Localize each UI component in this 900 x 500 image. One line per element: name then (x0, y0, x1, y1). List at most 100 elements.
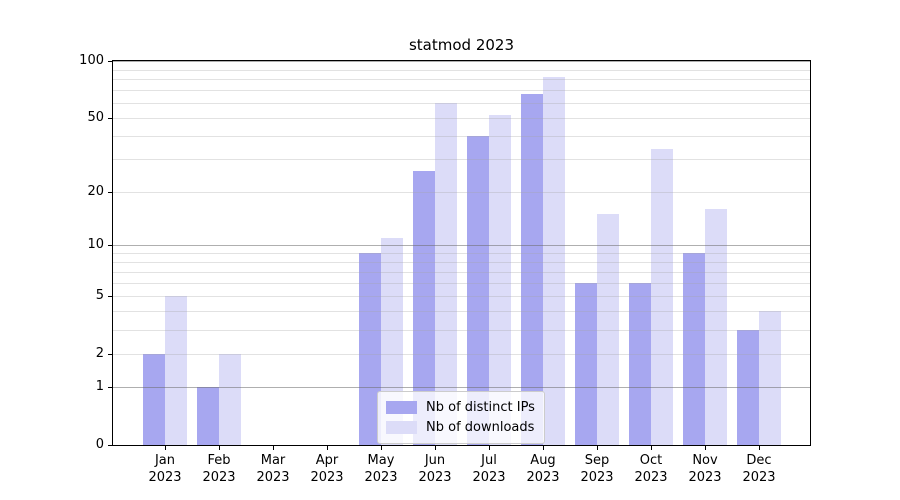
y-tick-mark-100 (108, 61, 112, 62)
y-tick-mark-1 (108, 387, 112, 388)
legend-item-downloads: Nb of downloads (386, 417, 535, 437)
x-tick-mark-may (381, 446, 382, 450)
legend-label-distinct-ips: Nb of distinct IPs (426, 399, 535, 415)
month-label: Aug (530, 453, 556, 468)
bar-oct-downloads (651, 149, 673, 445)
month-label: Mar (260, 453, 286, 468)
y-tick-mark-10 (108, 245, 112, 246)
x-tick-mark-sep (597, 446, 598, 450)
bar-sep-downloads (597, 214, 619, 445)
bar-jan-downloads (165, 296, 187, 445)
bar-jun-downloads (435, 103, 457, 445)
legend-label-downloads: Nb of downloads (426, 419, 535, 435)
month-label: Jan (154, 453, 176, 468)
x-tick-mark-jan (165, 446, 166, 450)
year-label: 2023 (148, 470, 182, 485)
x-tick-mark-feb (219, 446, 220, 450)
gridline-80 (113, 79, 810, 80)
gridline-70 (113, 90, 810, 91)
y-tick-label-1: 1 (95, 379, 104, 394)
year-label: 2023 (202, 470, 236, 485)
plot-area: Nb of distinct IPs Nb of downloads (112, 60, 811, 446)
x-tick-label-jul: Jul 2023 (461, 452, 517, 486)
x-tick-label-oct: Oct 2023 (623, 452, 679, 486)
x-tick-label-jun: Jun 2023 (407, 452, 463, 486)
month-label: Apr (315, 453, 339, 468)
month-label: May (367, 453, 395, 468)
legend-swatch-downloads (386, 420, 417, 434)
x-tick-mark-jul (489, 446, 490, 450)
y-tick-mark-20 (108, 192, 112, 193)
bar-nov-distinct-ips (683, 253, 705, 445)
bar-dec-downloads (759, 311, 781, 445)
month-label: Dec (746, 453, 772, 468)
x-tick-label-apr: Apr 2023 (299, 452, 355, 486)
bar-jul-distinct-ips (467, 136, 489, 445)
year-label: 2023 (418, 470, 452, 485)
year-label: 2023 (472, 470, 506, 485)
y-tick-label-5: 5 (95, 288, 104, 303)
bar-aug-distinct-ips (521, 94, 543, 445)
y-tick-label-2: 2 (95, 346, 104, 361)
x-tick-label-may: May 2023 (353, 452, 409, 486)
y-tick-label-50: 50 (87, 110, 104, 125)
y-tick-mark-5 (108, 296, 112, 297)
gridline-40 (113, 136, 810, 137)
x-tick-label-mar: Mar 2023 (245, 452, 301, 486)
gridline-50 (113, 118, 810, 119)
year-label: 2023 (742, 470, 776, 485)
bar-jun-distinct-ips (413, 171, 435, 445)
x-tick-label-nov: Nov 2023 (677, 452, 733, 486)
x-tick-mark-mar (273, 446, 274, 450)
y-tick-mark-2 (108, 354, 112, 355)
year-label: 2023 (580, 470, 614, 485)
x-tick-mark-aug (543, 446, 544, 450)
chart-title: statmod 2023 (408, 36, 515, 54)
bar-feb-distinct-ips (197, 387, 219, 445)
x-tick-label-jan: Jan 2023 (137, 452, 193, 486)
legend-swatch-distinct-ips (386, 400, 417, 414)
bar-feb-downloads (219, 354, 241, 445)
y-tick-label-10: 10 (87, 237, 104, 252)
x-tick-label-feb: Feb 2023 (191, 452, 247, 486)
y-tick-label-0: 0 (95, 437, 104, 452)
month-label: Sep (584, 453, 610, 468)
bar-oct-distinct-ips (629, 283, 651, 445)
gridline-100 (113, 61, 810, 62)
bar-jul-downloads (489, 115, 511, 445)
y-tick-mark-0 (108, 445, 112, 446)
year-label: 2023 (256, 470, 290, 485)
year-label: 2023 (688, 470, 722, 485)
bar-sep-distinct-ips (575, 283, 597, 445)
bar-nov-downloads (705, 209, 727, 445)
bar-may-distinct-ips (359, 253, 381, 445)
gridline-20 (113, 192, 810, 193)
x-tick-label-dec: Dec 2023 (731, 452, 787, 486)
month-label: Jul (481, 453, 497, 468)
x-tick-label-aug: Aug 2023 (515, 452, 571, 486)
month-label: Oct (639, 453, 663, 468)
gridline-60 (113, 103, 810, 104)
legend-item-distinct-ips: Nb of distinct IPs (386, 397, 535, 417)
y-tick-mark-50 (108, 118, 112, 119)
x-tick-mark-dec (759, 446, 760, 450)
x-tick-label-sep: Sep 2023 (569, 452, 625, 486)
year-label: 2023 (310, 470, 344, 485)
bar-jan-distinct-ips (143, 354, 165, 445)
x-tick-mark-jun (435, 446, 436, 450)
x-tick-mark-apr (327, 446, 328, 450)
y-tick-label-20: 20 (87, 184, 104, 199)
bar-dec-distinct-ips (737, 330, 759, 445)
month-label: Nov (692, 453, 718, 468)
gridline-90 (113, 70, 810, 71)
legend: Nb of distinct IPs Nb of downloads (377, 391, 545, 444)
bar-aug-downloads (543, 77, 565, 445)
year-label: 2023 (634, 470, 668, 485)
year-label: 2023 (526, 470, 560, 485)
x-tick-mark-oct (651, 446, 652, 450)
y-tick-label-100: 100 (79, 53, 104, 68)
gridline-30 (113, 159, 810, 160)
year-label: 2023 (364, 470, 398, 485)
month-label: Jun (424, 453, 446, 468)
month-label: Feb (207, 453, 231, 468)
